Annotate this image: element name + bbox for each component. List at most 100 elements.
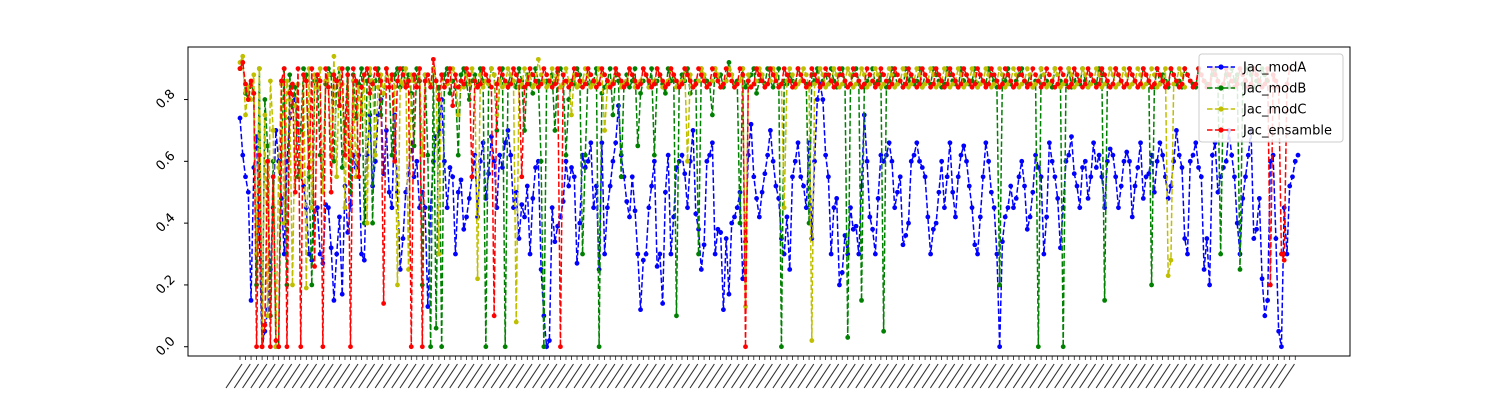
data-point — [334, 78, 340, 84]
data-point — [607, 66, 613, 72]
data-point — [527, 251, 533, 257]
x-tick-label — [1228, 363, 1246, 389]
data-point — [290, 81, 295, 87]
data-point — [864, 84, 870, 90]
data-point — [1063, 78, 1069, 84]
x-tick-label — [954, 363, 972, 389]
x-tick-label — [1153, 363, 1171, 389]
data-point — [908, 158, 914, 164]
data-point — [306, 165, 312, 170]
data-point — [1071, 171, 1077, 177]
data-point — [596, 344, 602, 350]
data-point — [1019, 81, 1025, 87]
data-point — [682, 66, 688, 72]
data-point — [1185, 251, 1190, 257]
data-point — [767, 66, 773, 72]
data-point — [359, 84, 364, 90]
data-point — [527, 66, 533, 72]
data-point — [400, 72, 406, 78]
data-point — [1176, 84, 1182, 90]
data-point — [640, 257, 646, 263]
data-point — [660, 78, 666, 84]
x-tick-label — [548, 363, 566, 389]
data-point — [732, 214, 737, 220]
data-point — [320, 260, 326, 266]
data-point — [1138, 140, 1143, 146]
data-point — [1011, 205, 1016, 211]
data-point — [638, 81, 643, 87]
x-tick-label — [382, 363, 400, 389]
data-point — [767, 78, 773, 84]
data-point — [1060, 81, 1066, 87]
data-point — [599, 90, 605, 96]
data-point — [303, 285, 309, 291]
data-point — [1099, 66, 1105, 72]
data-point — [986, 158, 992, 164]
data-point — [875, 196, 881, 201]
data-point — [1182, 236, 1188, 241]
data-point — [988, 66, 994, 72]
data-point — [317, 66, 323, 72]
x-tick-label — [706, 363, 724, 389]
data-point — [1160, 78, 1166, 84]
data-point — [549, 205, 555, 211]
data-point — [872, 84, 878, 90]
data-point — [389, 205, 395, 211]
data-point — [1005, 72, 1011, 78]
data-point — [469, 174, 475, 180]
data-point — [853, 72, 859, 78]
data-point — [892, 84, 898, 90]
data-point — [1085, 84, 1091, 90]
data-point — [947, 84, 953, 90]
data-point — [292, 189, 298, 195]
data-point — [1008, 78, 1014, 84]
data-point — [613, 140, 619, 146]
data-point — [339, 66, 345, 72]
data-point — [839, 72, 845, 78]
data-point — [610, 158, 616, 164]
data-point — [674, 313, 679, 319]
data-point — [359, 112, 364, 118]
data-point — [1082, 81, 1088, 87]
data-point — [555, 66, 561, 72]
data-point — [848, 81, 853, 87]
data-point — [859, 66, 864, 72]
x-tick-label — [1186, 363, 1204, 389]
data-point — [1074, 81, 1080, 87]
data-point — [433, 325, 439, 331]
data-point — [439, 72, 445, 78]
data-point — [690, 128, 696, 133]
data-point — [320, 344, 326, 350]
data-point — [262, 322, 268, 328]
x-tick-label — [938, 363, 956, 389]
data-point — [1066, 66, 1072, 72]
data-point — [889, 158, 895, 164]
data-point — [787, 78, 793, 84]
data-point — [1276, 328, 1282, 334]
data-point — [1000, 81, 1005, 87]
x-tick-label — [283, 363, 301, 389]
data-point — [657, 72, 663, 78]
data-point — [1118, 78, 1124, 84]
data-point — [497, 66, 503, 72]
data-point — [1102, 297, 1108, 303]
data-point — [444, 78, 450, 84]
data-point — [1218, 251, 1224, 257]
data-point — [240, 53, 246, 59]
legend-label: Jac_modB — [1242, 82, 1306, 97]
data-point — [953, 214, 958, 220]
data-point — [853, 223, 859, 229]
data-point — [425, 72, 431, 78]
data-point — [928, 251, 933, 257]
data-point — [723, 236, 729, 241]
data-point — [1033, 81, 1038, 87]
data-point — [1107, 66, 1113, 72]
data-point — [1129, 81, 1135, 87]
data-point — [870, 78, 875, 84]
data-point — [942, 84, 947, 90]
data-point — [1082, 158, 1088, 164]
data-point — [453, 72, 458, 78]
x-tick-label — [540, 363, 558, 389]
data-point — [837, 84, 842, 90]
data-point — [676, 84, 682, 90]
